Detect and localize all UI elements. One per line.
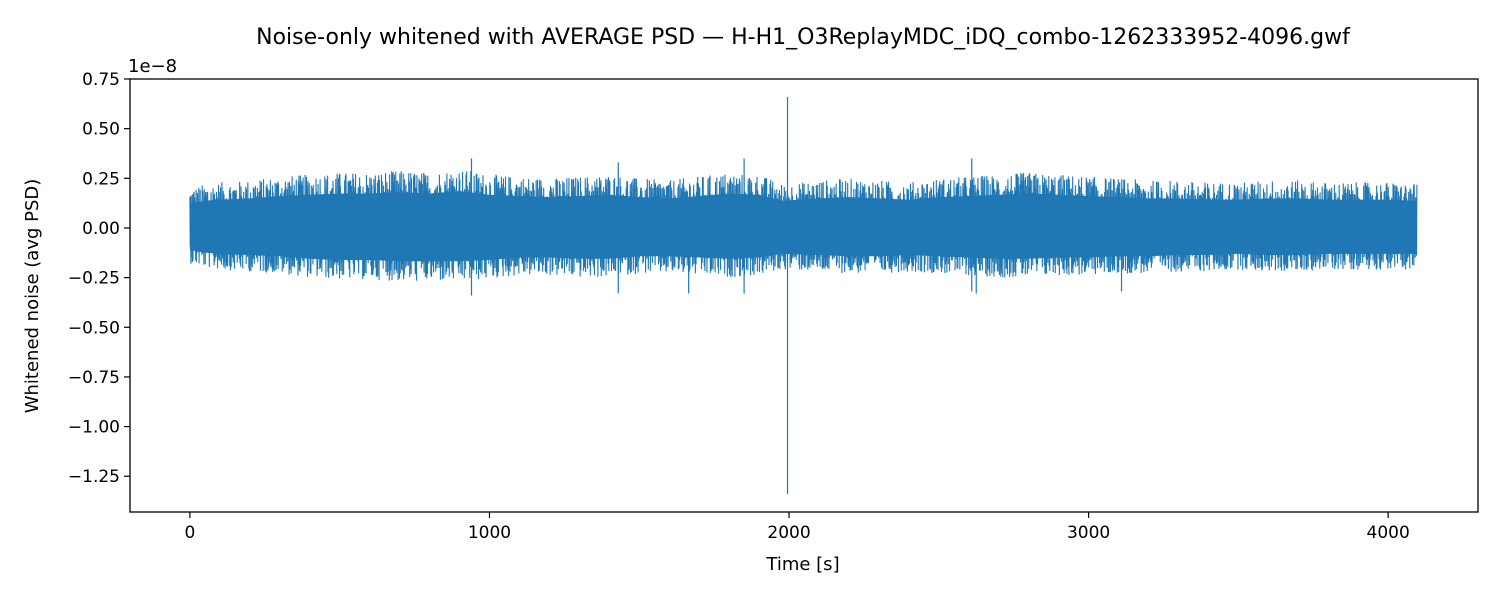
y-axis-label: Whitened noise (avg PSD): [22, 179, 43, 414]
y-offset-label: 1e−8: [128, 56, 177, 77]
y-tick-label: −0.75: [68, 368, 120, 388]
y-tick-label: 0.25: [82, 169, 120, 189]
y-tick-label: −1.00: [68, 418, 120, 438]
chart-title: Noise-only whitened with AVERAGE PSD — H…: [256, 25, 1351, 50]
y-tick-label: −1.25: [68, 467, 120, 487]
y-tick-label: −0.50: [68, 318, 120, 338]
x-axis-label: Time [s]: [765, 554, 839, 575]
y-axis-ticks: 0.75 0.50 0.25 0.00 −0.25 −0.50 −0.75 −1.00 −1.2…: [68, 70, 130, 487]
x-tick-label: 2000: [767, 523, 810, 543]
x-tick-label: 4000: [1367, 523, 1410, 543]
plot-frame: [129, 78, 1479, 513]
series-layer: [189, 96, 1418, 495]
y-tick-label: 0.75: [82, 70, 120, 90]
x-axis-ticks: 0 1000 2000 3000 4000: [184, 512, 1410, 543]
y-tick-label: 0.50: [82, 120, 120, 140]
x-tick-label: 3000: [1067, 523, 1110, 543]
x-tick-label: 1000: [468, 523, 511, 543]
noise-series-line: [189, 171, 1418, 281]
y-tick-label: −0.25: [68, 269, 120, 289]
x-tick-label: 0: [184, 523, 195, 543]
noise-series-core: [189, 191, 1417, 262]
y-tick-label: 0.00: [82, 219, 120, 239]
